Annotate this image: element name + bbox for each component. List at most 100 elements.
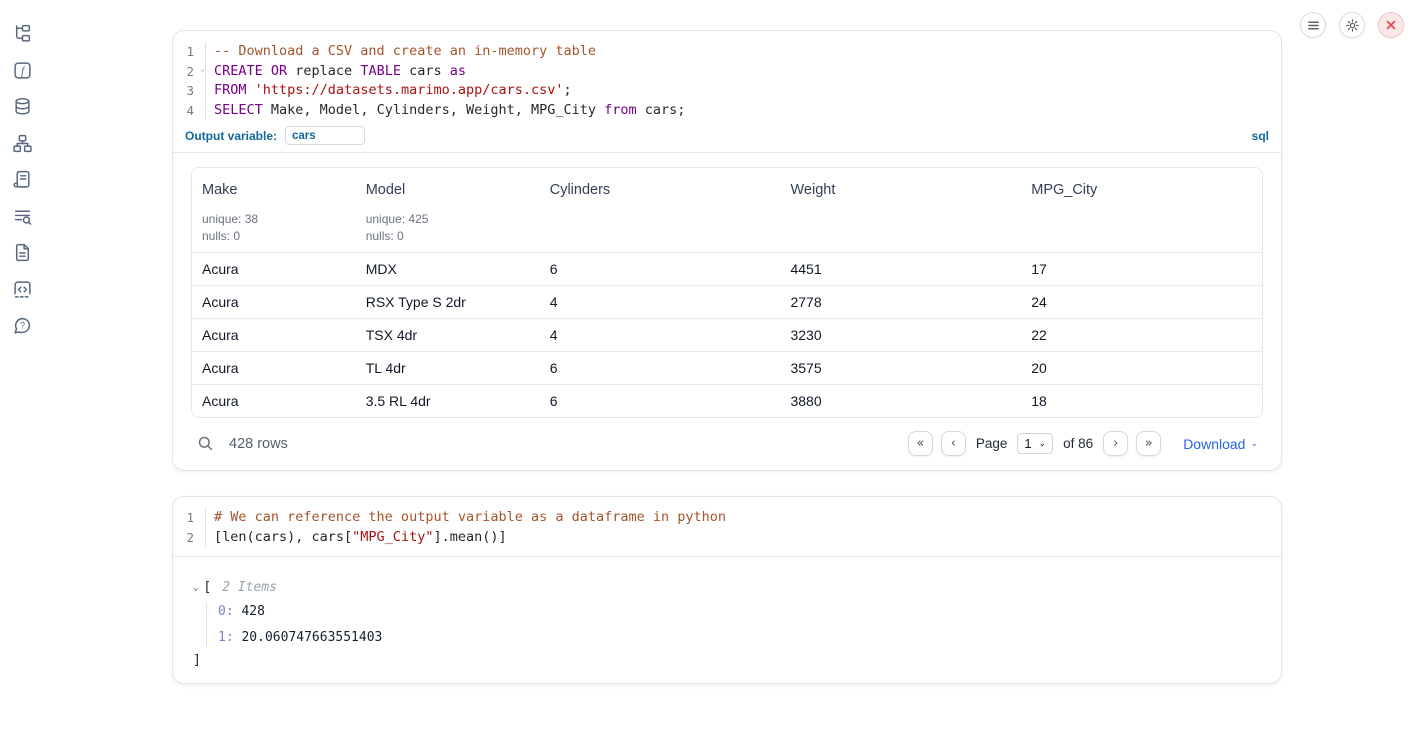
svg-text:f: f (21, 65, 26, 77)
column-header[interactable]: Weight (780, 168, 1021, 252)
column-header[interactable]: Make unique: 38 nulls: 0 (192, 168, 356, 252)
table-cell: Acura (202, 360, 239, 376)
sql-code-lines: 1 -- Download a CSV and create an in-memo… (173, 42, 1281, 120)
sql-cell-output: Make unique: 38 nulls: 0 Model unique: 425 nu… (173, 153, 1281, 470)
table-cell: 24 (1031, 294, 1047, 310)
output-variable-input[interactable] (285, 126, 366, 145)
function-variables-icon[interactable]: f (13, 61, 32, 80)
table-row[interactable]: Acura 3.5 RL 4dr 6 3880 18 (192, 384, 1262, 417)
tree-entry: 1: 20.060747663551403 (218, 630, 383, 645)
column-name[interactable]: Cylinders (549, 182, 611, 198)
download-label: Download (1183, 435, 1246, 452)
page-select[interactable]: 1 ⌄ (1017, 433, 1054, 454)
last-page-button[interactable]: » (1136, 431, 1162, 456)
python-cell-output: ⌄ [ 2 Items 0: 428 1: 20.060747663551403 … (173, 557, 1281, 683)
line-number: 2 (173, 527, 206, 547)
code-line[interactable]: 3 FROM 'https://datasets.marimo.app/cars.… (173, 81, 1281, 101)
column-name[interactable]: MPG_City (1031, 182, 1098, 198)
table-row[interactable]: Acura MDX 6 4451 17 (192, 252, 1262, 285)
line-number: 1 (173, 508, 206, 528)
column-header[interactable]: Cylinders (540, 168, 781, 252)
table-search[interactable]: 428 rows (197, 435, 288, 452)
shutdown-button[interactable] (1378, 12, 1404, 38)
gear-icon (1345, 18, 1359, 32)
first-page-button[interactable]: « (907, 431, 933, 456)
close-icon (1386, 20, 1396, 30)
notebook: 1 -- Download a CSV and create an in-memo… (172, 30, 1282, 709)
table-cell: 3880 (790, 393, 822, 409)
documentation-icon[interactable] (13, 243, 32, 262)
language-badge[interactable]: sql (1251, 128, 1269, 143)
settings-button[interactable] (1339, 12, 1365, 38)
table-cell: 6 (549, 360, 558, 376)
code-line[interactable]: 1 # We can reference the output variable … (173, 508, 1281, 528)
code-text: -- Download a CSV and create an in-memor… (214, 43, 597, 59)
next-page-button[interactable]: › (1103, 431, 1129, 456)
dependency-graph-icon[interactable] (12, 134, 32, 153)
table-cell: 6 (549, 393, 558, 409)
sql-editor[interactable]: 1 -- Download a CSV and create an in-memo… (173, 31, 1281, 153)
snippets-code-icon[interactable] (13, 280, 32, 299)
table-cell: 4 (549, 327, 558, 343)
column-header[interactable]: Model unique: 425 nulls: 0 (356, 168, 540, 252)
table-body: Acura MDX 6 4451 17 Acura RSX Type S 2dr 4 2778 2… (192, 252, 1262, 417)
collapse-chevron-icon[interactable]: ⌄ (193, 583, 199, 593)
python-cell: 1 # We can reference the output variable … (172, 496, 1282, 684)
data-table: Make unique: 38 nulls: 0 Model unique: 425 nu… (191, 167, 1263, 418)
python-code-lines: 1 # We can reference the output variable … (173, 508, 1281, 547)
download-button[interactable]: Download ⌄ (1183, 436, 1258, 452)
code-line[interactable]: 4 SELECT Make, Model, Cylinders, Weight, … (173, 100, 1281, 120)
help-icon[interactable]: ? (13, 316, 32, 335)
table-cell: Acura (202, 294, 239, 310)
column-name[interactable]: Make (202, 182, 238, 198)
close-bracket: ] (193, 653, 201, 668)
menu-button[interactable] (1300, 12, 1326, 38)
code-line[interactable]: 2 [len(cars), cars["MPG_City"].mean()] (173, 527, 1281, 547)
line-number: 2 ⌄ (173, 61, 206, 81)
table-cell: MDX (365, 261, 397, 277)
code-text: FROM 'https://datasets.marimo.app/cars.c… (214, 82, 572, 98)
page-total-label: of 86 (1063, 436, 1094, 451)
code-line[interactable]: 1 -- Download a CSV and create an in-memo… (173, 42, 1281, 62)
tree-body: 0: 428 1: 20.060747663551403 (206, 603, 1263, 646)
table-cell: TSX 4dr (365, 327, 418, 343)
scratchpad-scroll-icon[interactable] (12, 170, 32, 189)
search-icon (198, 436, 213, 451)
table-cell: Acura (202, 327, 239, 343)
line-number: 1 (173, 42, 206, 62)
sidebar: f ? (0, 0, 44, 729)
table-row[interactable]: Acura TL 4dr 6 3575 20 (192, 351, 1262, 384)
prev-page-button[interactable]: ‹ (940, 431, 966, 456)
pagination: « ‹ Page 1 ⌄ of 86 › » Download ⌄ (907, 431, 1258, 456)
chevron-down-icon: ⌄ (1038, 438, 1047, 448)
column-name[interactable]: Model (365, 182, 406, 198)
items-count: 2 Items (222, 580, 278, 595)
table-cell: 18 (1031, 393, 1047, 409)
line-number: 4 (173, 100, 206, 120)
table-cell: Acura (202, 393, 239, 409)
column-header[interactable]: MPG_City (1021, 168, 1262, 252)
table-cell: 2778 (790, 294, 822, 310)
page-select-value: 1 (1024, 436, 1032, 451)
chevron-down-icon: ⌄ (1250, 438, 1258, 448)
code-text: # We can reference the output variable a… (214, 509, 727, 525)
file-tree-icon[interactable] (13, 24, 32, 43)
topbar (1300, 12, 1404, 38)
table-cell: RSX Type S 2dr (365, 294, 466, 310)
table-cell: 3575 (790, 360, 822, 376)
tree-entry: 0: 428 (218, 604, 265, 619)
python-editor[interactable]: 1 # We can reference the output variable … (173, 497, 1281, 557)
sql-cell: 1 -- Download a CSV and create an in-memo… (172, 30, 1282, 471)
table-row[interactable]: Acura RSX Type S 2dr 4 2778 24 (192, 285, 1262, 318)
table-row[interactable]: Acura TSX 4dr 4 3230 22 (192, 318, 1262, 351)
column-name[interactable]: Weight (790, 182, 836, 198)
fold-chevron-icon[interactable]: ⌄ (200, 63, 205, 73)
code-line[interactable]: 2 ⌄ CREATE OR replace TABLE cars as (173, 61, 1281, 81)
table-cell: 22 (1031, 327, 1047, 343)
table-cell: 20 (1031, 360, 1047, 376)
table-cell: 4451 (790, 261, 822, 277)
code-text: SELECT Make, Model, Cylinders, Weight, M… (214, 101, 686, 118)
logs-search-icon[interactable] (13, 207, 32, 226)
database-icon[interactable] (13, 97, 32, 116)
code-text: [len(cars), cars["MPG_City"].mean()] (214, 528, 507, 545)
